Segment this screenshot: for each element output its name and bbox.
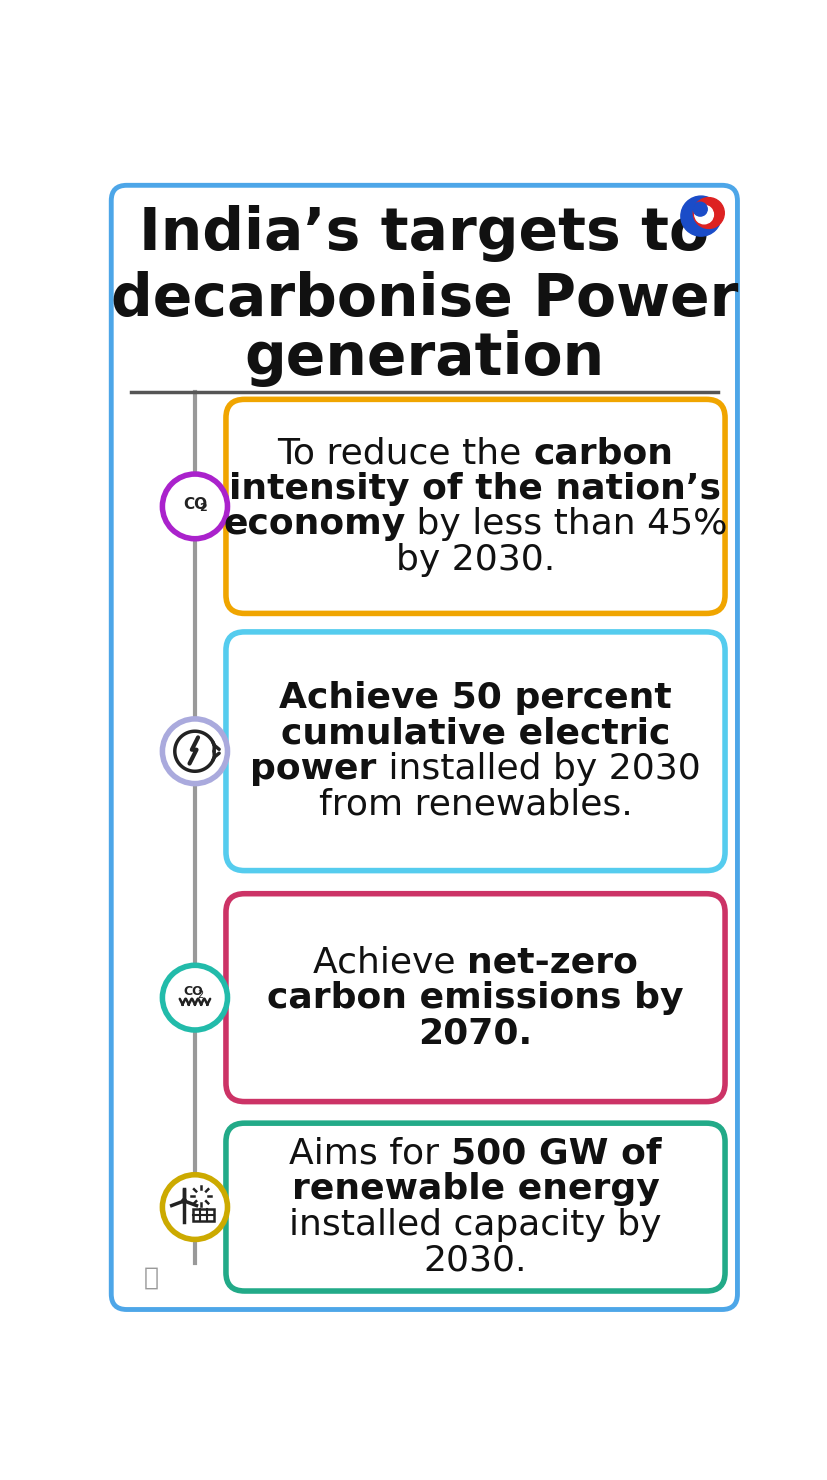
- Circle shape: [194, 493, 214, 514]
- Circle shape: [184, 487, 205, 508]
- Text: To reduce the: To reduce the: [277, 437, 533, 471]
- Text: 500 GW of: 500 GW of: [451, 1137, 661, 1171]
- Text: carbon: carbon: [533, 437, 672, 471]
- Text: CO: CO: [184, 986, 203, 998]
- Circle shape: [186, 978, 203, 996]
- Text: installed capacity by: installed capacity by: [289, 1208, 661, 1242]
- Circle shape: [179, 983, 195, 1000]
- Circle shape: [162, 474, 227, 539]
- Circle shape: [175, 493, 195, 514]
- Text: installed by 2030: installed by 2030: [376, 752, 700, 786]
- FancyBboxPatch shape: [226, 894, 724, 1101]
- Circle shape: [194, 983, 211, 1000]
- FancyBboxPatch shape: [226, 632, 724, 870]
- Text: from renewables.: from renewables.: [318, 787, 632, 821]
- Text: 2030.: 2030.: [423, 1243, 527, 1277]
- Text: net-zero: net-zero: [466, 946, 637, 980]
- Text: CO: CO: [183, 497, 207, 512]
- Circle shape: [162, 719, 227, 783]
- Text: 📦: 📦: [144, 1265, 159, 1289]
- FancyBboxPatch shape: [194, 1209, 213, 1221]
- Text: economy: economy: [222, 508, 405, 542]
- Text: cumulative electric: cumulative electric: [280, 716, 669, 750]
- FancyBboxPatch shape: [111, 185, 737, 1310]
- Text: Achieve 50 percent: Achieve 50 percent: [279, 681, 671, 715]
- Circle shape: [694, 206, 713, 223]
- Text: Aims for: Aims for: [289, 1137, 451, 1171]
- Text: by 2030.: by 2030.: [395, 543, 554, 577]
- FancyBboxPatch shape: [226, 400, 724, 613]
- Text: decarbonise Power: decarbonise Power: [111, 271, 737, 327]
- Text: 2: 2: [198, 503, 206, 514]
- Text: carbon emissions by: carbon emissions by: [267, 981, 683, 1015]
- Text: renewable energy: renewable energy: [291, 1172, 658, 1206]
- Text: generation: generation: [244, 330, 604, 388]
- Text: intensity of the nation’s: intensity of the nation’s: [229, 472, 720, 506]
- Text: Achieve: Achieve: [313, 946, 466, 980]
- Text: power: power: [250, 752, 376, 786]
- Text: 2070.: 2070.: [418, 1017, 532, 1051]
- Circle shape: [162, 1175, 227, 1239]
- Circle shape: [187, 989, 203, 1003]
- Circle shape: [182, 1199, 186, 1203]
- Circle shape: [185, 499, 204, 517]
- Circle shape: [692, 198, 724, 228]
- Circle shape: [195, 1191, 206, 1202]
- Circle shape: [692, 203, 706, 216]
- Circle shape: [680, 195, 720, 237]
- Text: India’s targets to: India’s targets to: [139, 204, 709, 262]
- Text: by less than 45%: by less than 45%: [405, 508, 727, 542]
- FancyBboxPatch shape: [226, 1123, 724, 1291]
- Text: 2: 2: [197, 990, 203, 999]
- Circle shape: [162, 965, 227, 1030]
